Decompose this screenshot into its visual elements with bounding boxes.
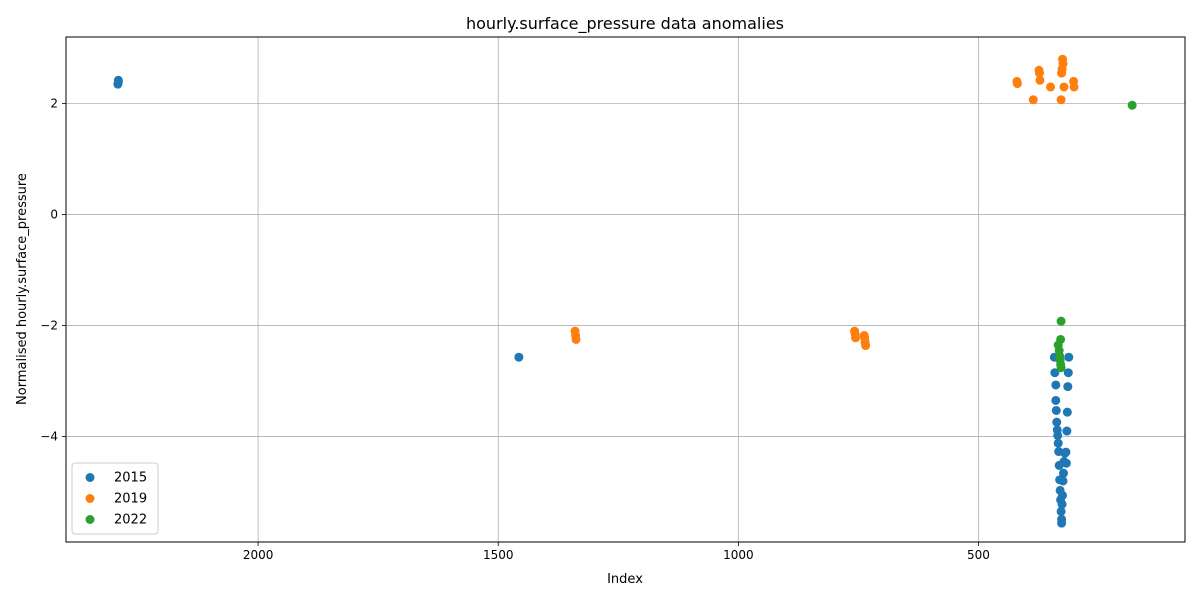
data-point-2019 [1028,95,1038,105]
legend-label: 2015 [114,471,147,486]
data-point-2019 [1012,79,1022,89]
data-point-2015 [1057,518,1067,528]
data-point-2015 [1051,380,1061,390]
data-point-2015 [1050,368,1060,378]
x-tick-label: 500 [967,548,990,562]
data-point-2015 [1063,368,1073,378]
data-point-2015 [1061,458,1071,468]
y-tick-label: 2 [50,97,58,111]
data-point-2015 [1064,352,1074,362]
data-point-2019 [861,341,871,351]
data-point-2015 [1058,468,1068,478]
data-point-2015 [1061,447,1071,457]
plot-frame [65,36,1186,543]
x-tick-label: 1500 [483,548,514,562]
data-point-2019 [1046,82,1056,92]
data-point-2015 [1058,476,1068,486]
data-point-2022 [1127,100,1137,110]
data-point-2015 [1053,430,1063,440]
data-point-2019 [851,333,861,343]
data-point-2015 [1063,382,1073,392]
data-point-2015 [1052,417,1062,427]
x-tick-label: 2000 [243,548,274,562]
data-point-2019 [1069,82,1079,92]
x-axis-label: Index [607,572,643,587]
data-point-2019 [571,334,581,344]
data-point-2015 [514,352,524,362]
y-tick-label: 0 [50,208,58,222]
data-point-2015 [1053,438,1063,448]
data-point-2019 [1056,95,1066,105]
data-point-2019 [1058,59,1068,69]
chart-title: hourly.surface_pressure data anomalies [466,14,784,34]
x-tick-label: 1000 [723,548,754,562]
data-points [113,54,1137,528]
data-point-2015 [1062,426,1072,436]
data-point-2015 [1058,490,1068,500]
data-point-2015 [113,79,123,89]
legend-marker [85,473,95,482]
grid-lines [66,37,1185,542]
data-point-2015 [1056,506,1066,516]
data-point-2015 [1051,405,1061,415]
y-axis-label: Normalised hourly.surface_pressure [15,173,30,405]
data-point-2015 [1062,407,1072,417]
data-point-2015 [1051,395,1061,405]
data-point-2022 [1056,363,1066,373]
y-tick-label: −4 [40,430,58,444]
axis-ticks: 2000 1500 1000 500 −4 −2 0 2 [40,97,990,562]
legend-label: 2022 [114,513,147,528]
legend: 2015 2019 2022 [71,462,159,535]
data-point-2022 [1056,334,1066,344]
legend-marker [85,494,95,503]
legend-box [71,462,159,535]
data-point-2019 [1035,75,1045,85]
legend-label: 2019 [114,492,147,507]
data-point-2015 [1057,499,1067,509]
data-point-2019 [1059,82,1069,92]
data-point-2022 [1056,316,1066,326]
y-tick-label: −2 [40,319,58,333]
data-point-2019 [1034,68,1044,78]
legend-marker [85,515,95,524]
